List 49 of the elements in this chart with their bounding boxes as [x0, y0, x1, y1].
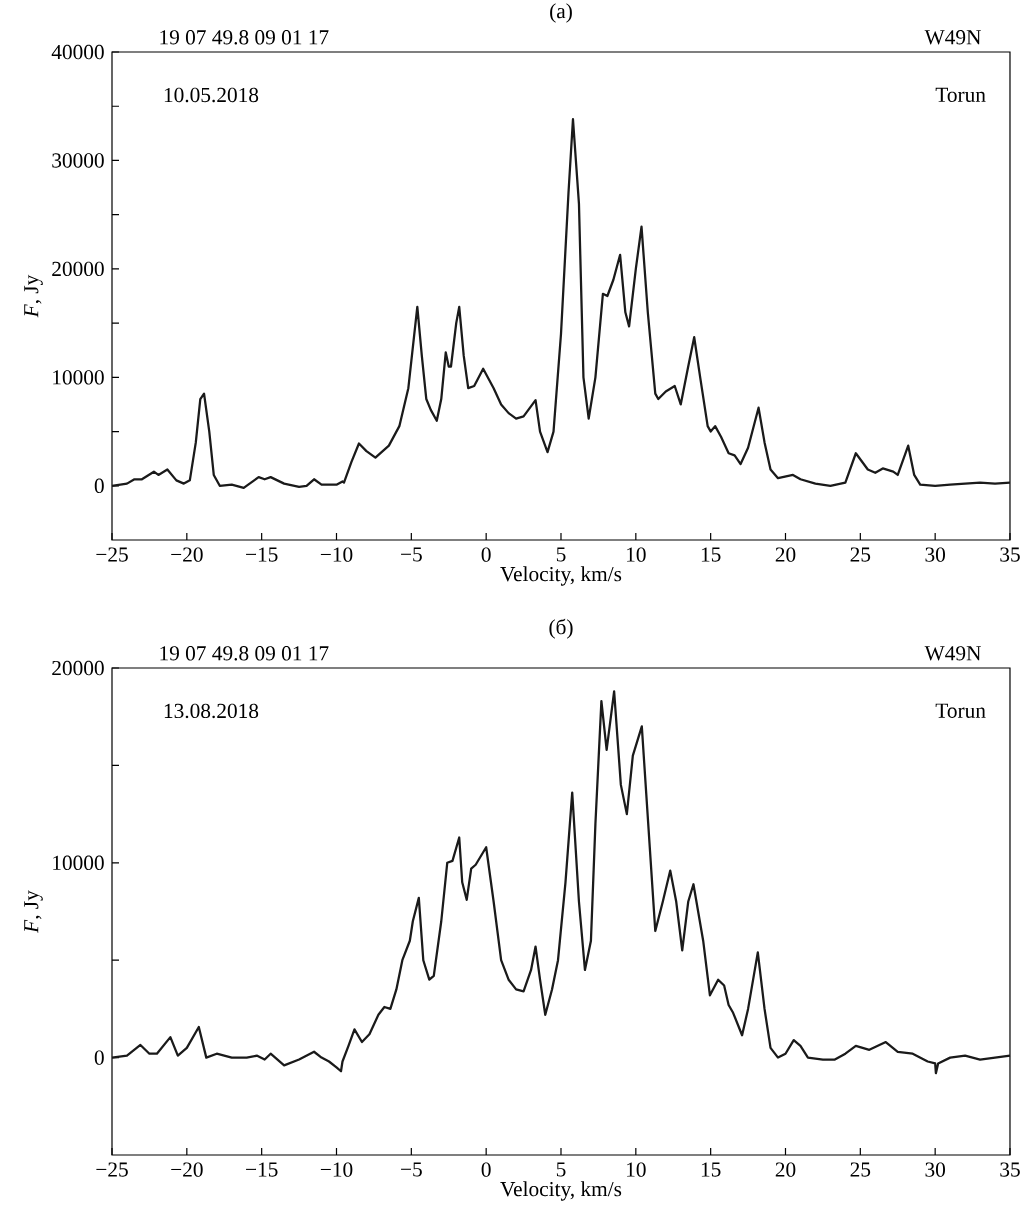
annotation: 10.05.2018	[164, 87, 259, 103]
x-tick-label: −10	[320, 1162, 353, 1177]
y-tick-label: 10000	[53, 370, 104, 385]
annotation: Torun	[935, 703, 986, 718]
annotation: Torun	[935, 87, 986, 102]
y-tick-label: 20000	[52, 261, 104, 277]
x-tick-label: −15	[246, 547, 278, 562]
x-tick-label: 25	[850, 1162, 871, 1177]
text: 19 07 49.8 09 01 17	[160, 30, 329, 45]
annotation: 13.08.2018	[164, 703, 259, 719]
line-series	[110, 118, 1012, 490]
x-tick-label: −20	[171, 1162, 203, 1177]
x-tick-label: 5	[556, 547, 566, 562]
x-tick-label: 35	[1000, 1162, 1020, 1177]
x-tick-label: −5	[401, 547, 422, 562]
x-tick-label: 0	[481, 1162, 491, 1177]
x-tick-label: 25	[850, 547, 871, 562]
x-tick-label: −20	[171, 547, 203, 562]
x-tick-label: 30	[925, 1162, 946, 1177]
y-tick-label: 10000	[53, 855, 104, 871]
x-tick-label: −15	[246, 1162, 278, 1177]
x-tick-label: 30	[925, 547, 946, 562]
x-axis-title: Velocity, km/s	[500, 566, 622, 586]
x-tick-label: 5	[556, 1162, 566, 1177]
x-tick-label: 10	[627, 1162, 646, 1177]
y-tick-label: 40000	[51, 44, 104, 60]
chart-title: (б)	[549, 618, 573, 639]
x-tick-label: 20	[775, 547, 796, 562]
x-tick-label: 15	[701, 1162, 721, 1177]
y-tick-label: 30000	[52, 153, 104, 168]
x-tick-label: 10	[627, 547, 646, 562]
x-tick-label: 15	[701, 547, 721, 562]
chart-title: (a)	[550, 3, 572, 23]
x-tick-label: −5	[401, 1162, 422, 1177]
y-tick-label: 0	[94, 478, 104, 493]
y-tick-label: 0	[94, 1050, 104, 1065]
x-tick-label: −25	[96, 547, 128, 562]
x-tick-label: 35	[1000, 547, 1020, 562]
text: 19 07 49.8 09 01 17	[160, 646, 329, 661]
text: W49N	[924, 646, 981, 661]
text: W49N	[924, 30, 981, 45]
x-tick-label: −25	[96, 1162, 128, 1177]
x-axis-title: Velocity, km/s	[500, 1181, 622, 1201]
y-axis-title: F, Jy	[24, 274, 43, 318]
x-tick-label: 0	[481, 547, 491, 562]
x-tick-label: −10	[320, 547, 353, 562]
y-tick-label: 20000	[52, 660, 104, 676]
x-tick-label: 20	[775, 1162, 796, 1177]
y-axis-title: F, Jy	[24, 890, 43, 933]
